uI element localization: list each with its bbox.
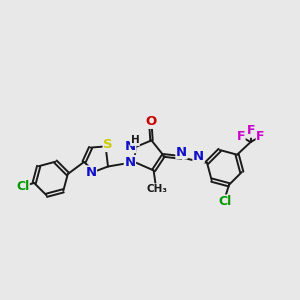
Text: Cl: Cl <box>219 195 232 208</box>
Text: O: O <box>145 115 156 128</box>
Text: H: H <box>130 135 140 146</box>
Text: N: N <box>85 166 97 179</box>
Text: S: S <box>103 138 113 152</box>
Text: N: N <box>124 155 136 169</box>
Text: F: F <box>236 130 245 143</box>
Text: Cl: Cl <box>16 180 29 193</box>
Text: F: F <box>256 130 265 143</box>
Text: N: N <box>176 146 187 159</box>
Text: CH₃: CH₃ <box>147 184 168 194</box>
Text: F: F <box>246 124 255 137</box>
Text: N: N <box>193 149 204 163</box>
Text: N: N <box>124 140 136 153</box>
